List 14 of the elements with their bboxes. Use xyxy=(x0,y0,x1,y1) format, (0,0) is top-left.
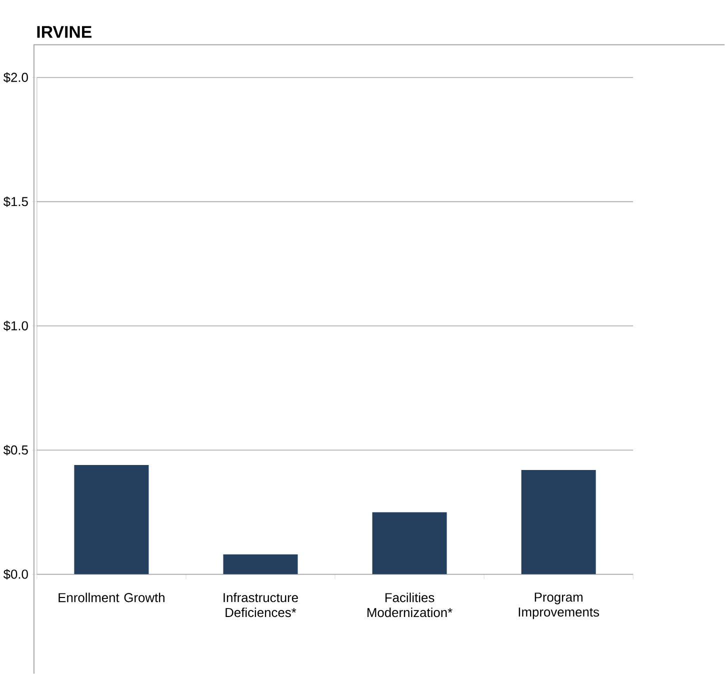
bar xyxy=(521,470,596,574)
y-tick-label: $1.0 xyxy=(3,320,28,332)
chart-title: IRVINE xyxy=(37,26,92,38)
y-tick-label: $1.5 xyxy=(3,196,28,207)
bar xyxy=(223,554,298,574)
x-tick-label: Infrastructure Deficiences* xyxy=(224,592,298,618)
y-tick-label: $0.0 xyxy=(3,568,28,580)
bar xyxy=(74,464,149,574)
x-tick-label: Program Improvements xyxy=(518,592,600,620)
y-tick-label: $0.5 xyxy=(3,444,28,456)
y-tick-label: $2.0 xyxy=(3,72,28,83)
x-tick-label: Facilities Modernization* xyxy=(368,592,452,618)
x-tick-label: Enrollment Growth xyxy=(58,592,164,602)
bar xyxy=(372,512,447,574)
